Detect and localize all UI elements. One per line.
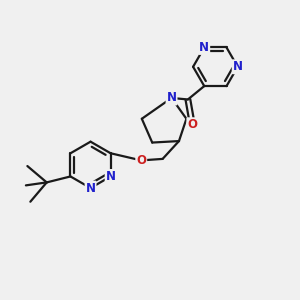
Text: N: N <box>233 60 243 73</box>
Text: O: O <box>188 118 197 131</box>
Text: N: N <box>167 92 176 104</box>
Text: N: N <box>199 41 209 54</box>
Text: N: N <box>106 170 116 183</box>
Text: N: N <box>85 182 96 194</box>
Text: O: O <box>136 154 146 167</box>
